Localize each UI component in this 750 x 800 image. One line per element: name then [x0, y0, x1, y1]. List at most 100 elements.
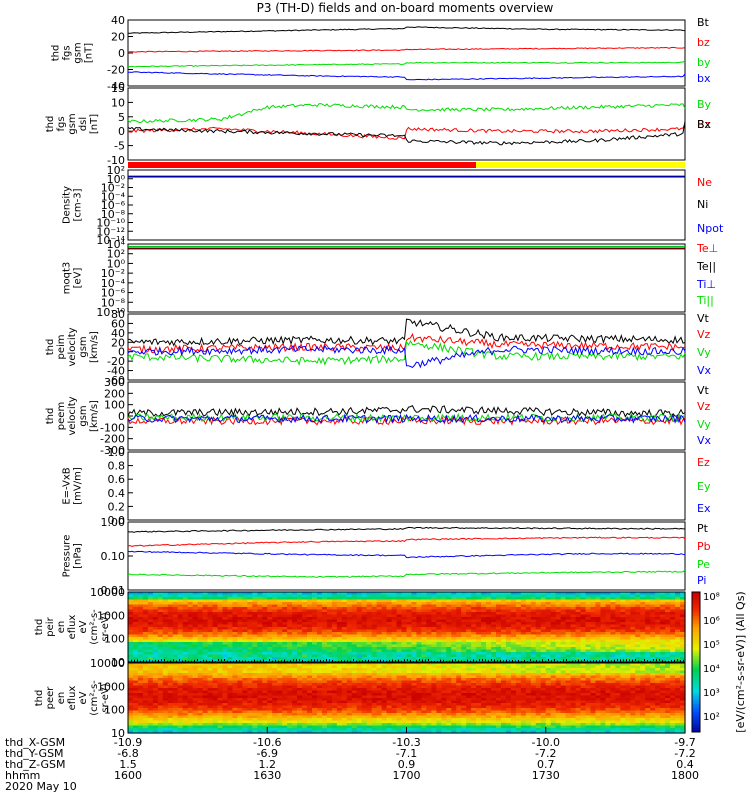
y-tick-label: -5	[114, 140, 125, 153]
ephemeris-value: -7.2	[674, 747, 695, 760]
colorbar-tick-label: 10³	[703, 688, 720, 699]
legend-Vt: Vt	[697, 384, 710, 397]
ephemeris-value: -7.1	[396, 747, 417, 760]
y-tick-label: 10⁻¹²	[96, 225, 125, 238]
panel-pressure: 1.00 0.10 0.01 Pressure[nPa] Pt Pb Pe Pi	[62, 516, 711, 597]
y-tick-label: 40	[111, 14, 125, 27]
y-tick-label: 10⁻⁶	[101, 199, 126, 212]
ephemeris-value: -6.9	[257, 747, 278, 760]
series-line-bz	[127, 46, 686, 53]
x-tick-label: 1700	[393, 769, 421, 782]
colorbar-tick-label: 10⁶	[703, 616, 720, 627]
status-bar-yellow	[476, 162, 685, 168]
y-tick-label: 10	[111, 727, 125, 740]
y-tick-label: 10⁰	[107, 173, 126, 186]
y-tick-label: 0	[118, 346, 125, 359]
y-tick-label: -40	[107, 80, 125, 93]
ephemeris-value: -10.3	[392, 736, 420, 749]
y-tick-label: 10⁰	[107, 257, 126, 270]
series-line-bx	[127, 71, 686, 81]
plot-title: P3 (TH-D) fields and on-board moments ov…	[257, 1, 554, 15]
y-tick-label: -300	[100, 444, 125, 457]
y-axis-label: moqt3[eV]	[62, 262, 84, 295]
y-tick-label: 100	[104, 633, 125, 646]
ephemeris-value: -10.9	[114, 736, 142, 749]
y-tick-label: 10	[111, 656, 125, 669]
series-line-Bx	[127, 121, 686, 146]
colorbar-tick-label: 10⁸	[703, 592, 720, 603]
legend-By: By	[697, 98, 712, 111]
series-line-Vy	[127, 339, 686, 366]
y-tick-label: 10²	[107, 248, 125, 261]
ephemeris-value: 1.2	[259, 758, 277, 771]
legend-Bt: Bt	[697, 16, 710, 29]
x-tick-label: 1730	[532, 769, 560, 782]
legend-Ez: Ez	[697, 456, 710, 469]
legend-Bz: Bz	[697, 118, 711, 131]
y-tick-label: 0.6	[108, 473, 126, 486]
series-line-Vx	[127, 344, 686, 369]
y-axis-label: Pressure[nPa]	[62, 535, 84, 578]
legend-Vt: Vt	[697, 312, 710, 325]
y-tick-label: 10⁴	[107, 238, 126, 251]
legend-Vy: Vy	[697, 346, 711, 359]
ephemeris-value: -10.0	[532, 736, 560, 749]
y-axis-label: Density[cm-3]	[62, 186, 84, 224]
series-line-Vt	[128, 318, 686, 347]
legend-Vy: Vy	[697, 418, 711, 431]
y-axis-label: E=-VxB[mV/m]	[62, 467, 84, 505]
legend-Pb: Pb	[697, 540, 711, 553]
series-line-Bt	[127, 26, 686, 34]
spectrogram-frame	[127, 591, 686, 663]
panel-electron-velocity: 3002001000-100-200-300thdpeemvelocitygsm…	[45, 376, 712, 457]
y-tick-label: 10⁻²	[101, 267, 125, 280]
legend-by: by	[697, 56, 711, 69]
y-tick-label: 100	[104, 704, 125, 717]
y-tick-label: 0.4	[108, 487, 126, 500]
colorbar-tick-label: 10⁴	[703, 664, 720, 675]
series-line-by	[127, 60, 686, 68]
ephemeris-value: 0.7	[537, 758, 555, 771]
y-tick-label: 10000	[90, 586, 125, 599]
series-line-Vt	[127, 405, 686, 419]
panel-fgs: 40 20 0 -20 -40 thdfgsgsm[nT] Bt bz by bx	[51, 14, 711, 93]
x-tick-label: 1600	[114, 769, 142, 782]
legend-Te||: Te||	[696, 260, 716, 273]
ephemeris-value: -6.8	[117, 747, 138, 760]
ephemeris-value: -7.2	[535, 747, 556, 760]
y-tick-label: 10⁻⁸	[101, 296, 126, 309]
y-axis-label: thdpeirenefluxeV(cm²-s-sr-eV)	[34, 609, 111, 645]
y-tick-label: 100	[104, 399, 125, 412]
legend-Pt: Pt	[697, 522, 709, 535]
y-tick-label: 60	[111, 317, 125, 330]
y-tick-label: 0.0	[108, 514, 126, 527]
y-tick-label: 5	[118, 111, 125, 124]
series-line-Bz	[127, 123, 686, 140]
legend-Ne: Ne	[697, 176, 712, 189]
y-tick-label: 10⁻⁸	[101, 208, 126, 221]
y-axis-label: thdpeimvelocitygsm[km/s]	[45, 327, 100, 366]
panel-frame	[127, 521, 686, 591]
ephemeris-value: -10.6	[253, 736, 281, 749]
y-tick-label: 20	[111, 336, 125, 349]
y-tick-label: 10⁻⁴	[101, 190, 126, 203]
colorbar-tick-label: 10⁵	[703, 640, 720, 651]
series-line-Vz	[127, 332, 686, 355]
legend-Ey: Ey	[697, 480, 711, 493]
y-tick-label: 0	[118, 47, 125, 60]
legend-Vx: Vx	[697, 364, 712, 377]
y-tick-label: -40	[107, 365, 125, 378]
y-tick-label: 10⁻¹⁰	[96, 217, 125, 230]
ephemeris-value: 1.5	[119, 758, 137, 771]
y-tick-label: -10	[107, 154, 125, 167]
y-tick-label: 40	[111, 327, 125, 340]
ephemeris-value: 0.4	[676, 758, 694, 771]
y-tick-label: 0.8	[108, 460, 126, 473]
y-tick-label: 0.10	[101, 550, 126, 563]
y-tick-label: 200	[104, 387, 125, 400]
y-tick-label: 80	[111, 308, 125, 321]
ephemeris-value: 0.9	[398, 758, 416, 771]
